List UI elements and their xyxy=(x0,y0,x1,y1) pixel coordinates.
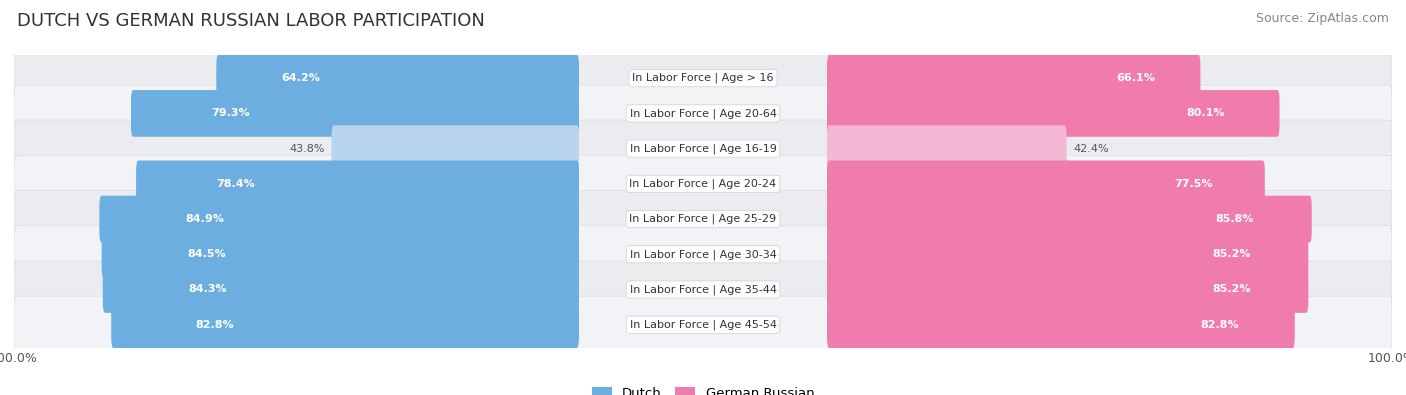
FancyBboxPatch shape xyxy=(14,261,1392,318)
Text: In Labor Force | Age 45-54: In Labor Force | Age 45-54 xyxy=(630,320,776,330)
Text: 84.9%: 84.9% xyxy=(186,214,225,224)
Text: In Labor Force | Age 35-44: In Labor Force | Age 35-44 xyxy=(630,284,776,295)
Text: 85.2%: 85.2% xyxy=(1212,249,1250,259)
Text: 79.3%: 79.3% xyxy=(212,108,250,118)
FancyBboxPatch shape xyxy=(827,266,1309,313)
Text: In Labor Force | Age 30-34: In Labor Force | Age 30-34 xyxy=(630,249,776,260)
Text: DUTCH VS GERMAN RUSSIAN LABOR PARTICIPATION: DUTCH VS GERMAN RUSSIAN LABOR PARTICIPAT… xyxy=(17,12,485,30)
FancyBboxPatch shape xyxy=(136,160,579,207)
Text: In Labor Force | Age > 16: In Labor Force | Age > 16 xyxy=(633,73,773,83)
Text: 85.2%: 85.2% xyxy=(1212,284,1250,295)
FancyBboxPatch shape xyxy=(217,55,579,102)
FancyBboxPatch shape xyxy=(827,196,1312,243)
FancyBboxPatch shape xyxy=(14,85,1392,142)
FancyBboxPatch shape xyxy=(14,226,1392,283)
FancyBboxPatch shape xyxy=(103,266,579,313)
Text: 43.8%: 43.8% xyxy=(290,144,325,154)
Text: 84.3%: 84.3% xyxy=(188,284,228,295)
Text: In Labor Force | Age 20-64: In Labor Force | Age 20-64 xyxy=(630,108,776,118)
FancyBboxPatch shape xyxy=(332,125,579,172)
FancyBboxPatch shape xyxy=(111,301,579,348)
Text: 78.4%: 78.4% xyxy=(215,179,254,189)
FancyBboxPatch shape xyxy=(14,190,1392,248)
FancyBboxPatch shape xyxy=(101,231,579,278)
FancyBboxPatch shape xyxy=(827,55,1201,102)
Text: 64.2%: 64.2% xyxy=(281,73,321,83)
Text: 77.5%: 77.5% xyxy=(1174,179,1212,189)
Text: 84.5%: 84.5% xyxy=(187,249,226,259)
Text: 85.8%: 85.8% xyxy=(1215,214,1254,224)
FancyBboxPatch shape xyxy=(827,160,1265,207)
Text: 82.8%: 82.8% xyxy=(195,320,233,330)
FancyBboxPatch shape xyxy=(14,50,1392,107)
Text: In Labor Force | Age 20-24: In Labor Force | Age 20-24 xyxy=(630,179,776,189)
Text: Source: ZipAtlas.com: Source: ZipAtlas.com xyxy=(1256,12,1389,25)
FancyBboxPatch shape xyxy=(131,90,579,137)
FancyBboxPatch shape xyxy=(14,120,1392,177)
Text: 80.1%: 80.1% xyxy=(1187,108,1225,118)
FancyBboxPatch shape xyxy=(14,296,1392,353)
Text: 42.4%: 42.4% xyxy=(1073,144,1109,154)
FancyBboxPatch shape xyxy=(827,90,1279,137)
Text: In Labor Force | Age 16-19: In Labor Force | Age 16-19 xyxy=(630,143,776,154)
Text: 66.1%: 66.1% xyxy=(1116,73,1156,83)
Text: 82.8%: 82.8% xyxy=(1199,320,1239,330)
Legend: Dutch, German Russian: Dutch, German Russian xyxy=(586,381,820,395)
FancyBboxPatch shape xyxy=(100,196,579,243)
FancyBboxPatch shape xyxy=(14,155,1392,213)
Text: In Labor Force | Age 25-29: In Labor Force | Age 25-29 xyxy=(630,214,776,224)
FancyBboxPatch shape xyxy=(827,301,1295,348)
FancyBboxPatch shape xyxy=(827,125,1067,172)
FancyBboxPatch shape xyxy=(827,231,1309,278)
